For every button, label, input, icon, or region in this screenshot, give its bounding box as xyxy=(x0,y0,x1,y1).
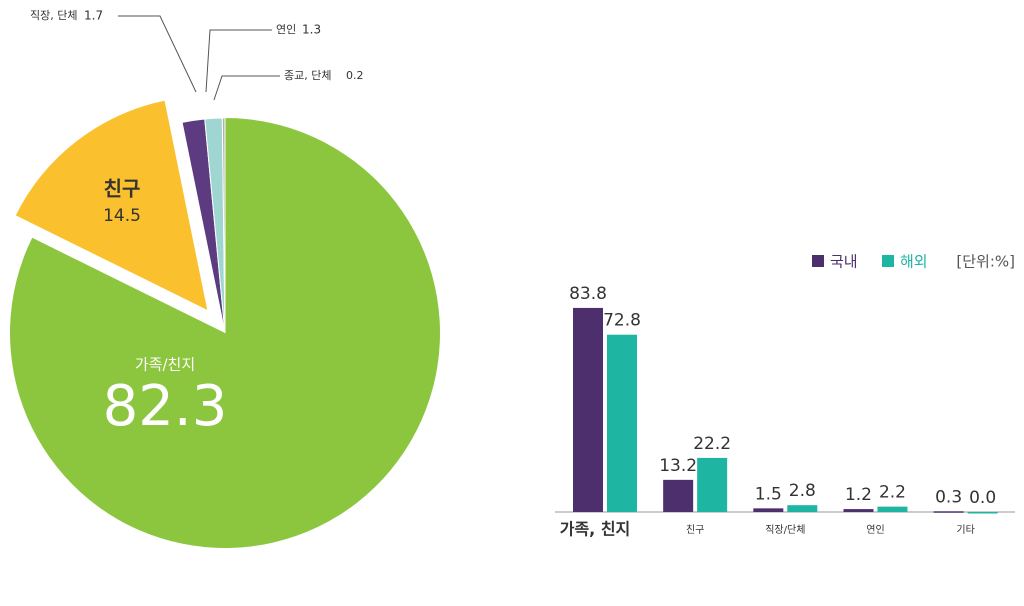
slice-label: 종교, 단체 xyxy=(284,69,331,82)
slice-value: 1.7 xyxy=(84,9,103,23)
legend-swatch xyxy=(882,255,894,267)
bar xyxy=(933,511,964,513)
pie-slice xyxy=(221,117,226,334)
bar xyxy=(697,457,728,512)
legend-label: 국내 xyxy=(830,253,858,271)
legend-label: 해외 xyxy=(900,253,928,271)
x-tick-label: 기타 xyxy=(956,524,974,536)
slice-value: 82.3 xyxy=(103,374,228,439)
slice-label: 연인 xyxy=(276,23,296,36)
leader-line xyxy=(205,29,272,93)
bar xyxy=(787,505,818,512)
value-label: 72.8 xyxy=(603,311,641,331)
bar xyxy=(573,307,603,512)
bar xyxy=(877,506,908,512)
value-label: 1.5 xyxy=(755,484,782,504)
slice-label: 친구 xyxy=(104,177,141,201)
leader-line xyxy=(213,75,280,101)
value-label: 2.8 xyxy=(789,481,816,501)
value-label: 13.2 xyxy=(659,456,697,476)
x-tick-label: 가족, 친지 xyxy=(560,520,631,539)
leader-lines xyxy=(118,15,280,101)
pie-slice xyxy=(14,99,209,312)
slice-value: 0.2 xyxy=(346,69,364,82)
value-label: 22.2 xyxy=(693,434,731,454)
value-label: 83.8 xyxy=(569,284,607,304)
bar xyxy=(663,479,694,512)
value-label: 2.2 xyxy=(879,483,906,503)
slice-label: 가족/친지 xyxy=(135,356,195,374)
leader-line xyxy=(118,15,197,93)
value-label: 1.2 xyxy=(845,485,872,505)
value-label: 0.0 xyxy=(969,488,996,508)
bar xyxy=(607,334,637,512)
unit-label: [단위:%] xyxy=(956,253,1015,271)
slice-label: 직장, 단체 xyxy=(30,9,77,22)
x-tick-label: 친구 xyxy=(686,524,704,536)
bar xyxy=(753,508,784,512)
x-tick-label: 연인 xyxy=(866,524,884,536)
x-tick-label: 직장/단체 xyxy=(765,524,805,536)
slice-value: 14.5 xyxy=(103,206,141,226)
bar xyxy=(967,512,998,514)
value-label: 0.3 xyxy=(935,487,962,507)
slice-value: 1.3 xyxy=(302,23,321,37)
legend-swatch xyxy=(812,255,824,267)
bar xyxy=(843,509,874,512)
